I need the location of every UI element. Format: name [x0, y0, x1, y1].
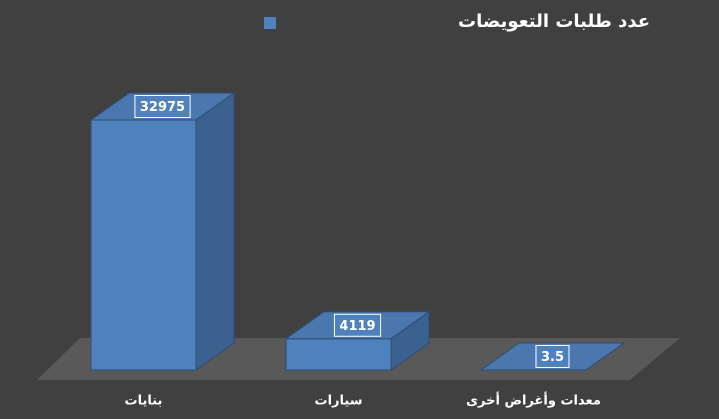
- data-label-box: [333, 313, 382, 337]
- x-tick-label: سيارات: [315, 394, 363, 409]
- data-label: 32975: [140, 100, 185, 115]
- data-label: 4119: [339, 319, 375, 334]
- bar-front: [285, 338, 392, 371]
- data-label-box: [134, 95, 191, 118]
- bar: [284, 310, 431, 371]
- bar-front: [90, 119, 197, 371]
- bar-side: [195, 92, 235, 371]
- data-label-box: [535, 344, 570, 368]
- bar: [89, 92, 236, 371]
- x-tick-label: معدات وأغراض أخرى: [466, 392, 601, 409]
- data-label: 3.5: [541, 350, 564, 365]
- x-tick-label: بنايات: [125, 394, 163, 409]
- legend-label: عدد طلبات التعويضات: [458, 11, 650, 32]
- legend-swatch: [264, 17, 276, 29]
